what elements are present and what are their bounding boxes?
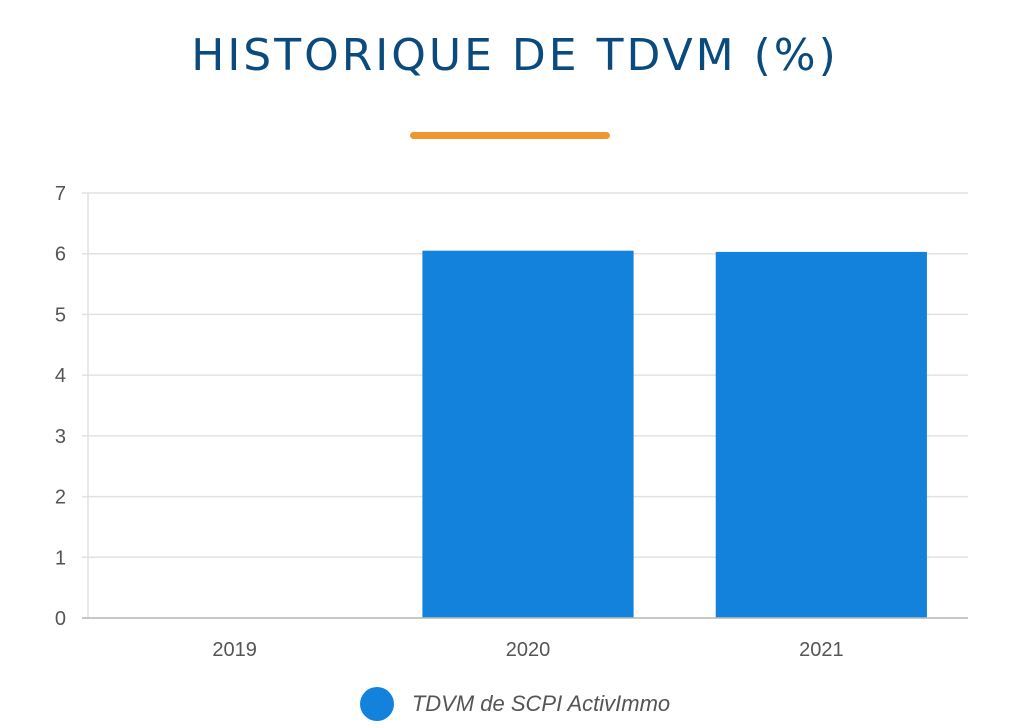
x-tick-label: 2020 bbox=[506, 639, 551, 661]
y-tick-label: 3 bbox=[55, 426, 66, 448]
legend-swatch bbox=[359, 687, 394, 721]
y-tick-label: 2 bbox=[55, 487, 66, 509]
title-accent-underline bbox=[410, 132, 610, 139]
y-tick-label: 6 bbox=[55, 244, 66, 266]
y-tick-label: 7 bbox=[55, 183, 66, 205]
bar-2020[interactable] bbox=[422, 250, 634, 618]
x-tick-label: 2021 bbox=[799, 639, 844, 661]
bars bbox=[422, 250, 927, 618]
axes bbox=[82, 193, 968, 619]
y-tick-label: 0 bbox=[55, 608, 66, 630]
y-axis-tick-labels: 0 1 2 3 4 5 6 7 bbox=[55, 183, 66, 630]
y-tick-label: 4 bbox=[55, 365, 66, 387]
legend-label: TDVM de SCPI ActivImmo bbox=[411, 691, 671, 716]
legend[interactable]: TDVM de SCPI ActivImmo bbox=[0, 686, 1030, 722]
bar-2021[interactable] bbox=[715, 251, 927, 618]
y-tick-label: 1 bbox=[55, 547, 66, 569]
y-tick-label: 5 bbox=[55, 304, 66, 326]
x-axis-tick-labels: 2019 2020 2021 bbox=[212, 639, 843, 661]
chart-title: HISTORIQUE DE TDVM (%) bbox=[191, 30, 839, 81]
x-tick-label: 2019 bbox=[212, 639, 257, 661]
